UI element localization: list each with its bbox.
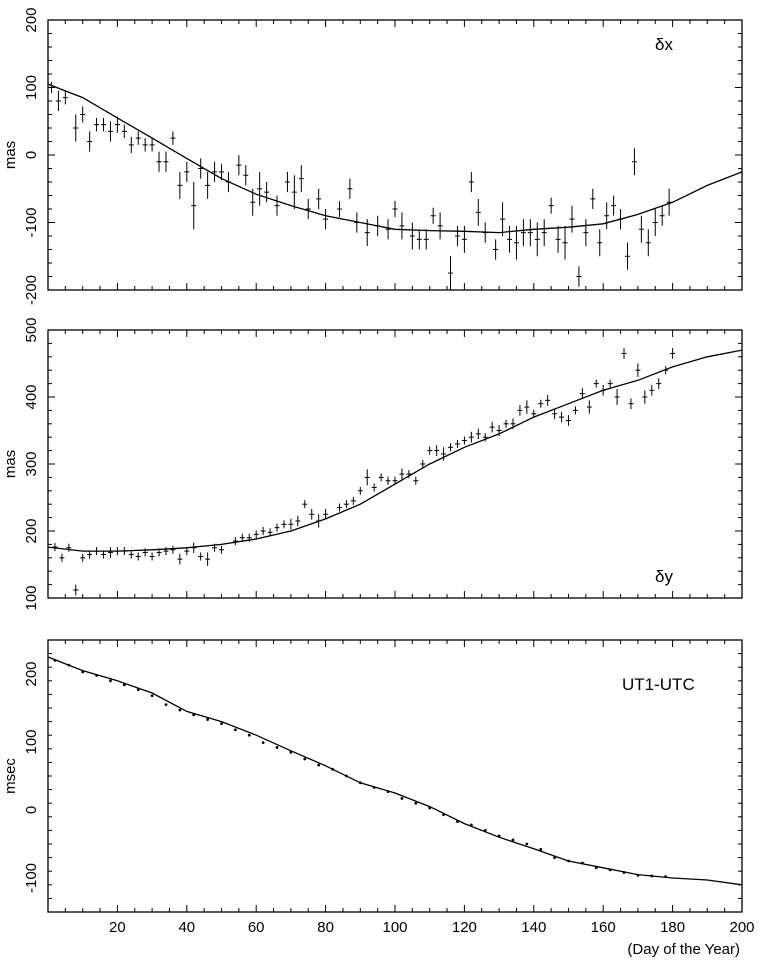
y-tick-label: 100: [23, 75, 40, 100]
data-point: [386, 790, 390, 794]
data-point: [622, 871, 626, 874]
data-point: [275, 746, 279, 749]
data-point: [317, 763, 321, 767]
x-tick-label: 180: [660, 919, 685, 936]
x-axis-label: (Day of the Year): [627, 941, 740, 958]
data-point: [233, 728, 237, 732]
x-tick-label: 160: [591, 919, 616, 936]
x-tick-label: 60: [248, 919, 265, 936]
data-point: [664, 875, 668, 879]
data-point: [636, 873, 640, 877]
data-point: [372, 786, 376, 789]
panel-ut1-utc: -100 0 100 200 20 40 60 80 100 120 140 160 180 200 (Da…: [2, 639, 755, 958]
data-point: [428, 806, 432, 810]
data-point: [150, 694, 154, 698]
x-tick-label: 80: [317, 919, 334, 936]
data-point: [414, 801, 418, 805]
y-tick-label: 300: [23, 451, 40, 476]
data-point: [469, 823, 473, 827]
y-tick-label: 200: [23, 661, 40, 686]
y-tick-label: 0: [23, 151, 40, 159]
data-point: [67, 663, 71, 667]
data-point: [109, 679, 112, 683]
data-point: [345, 774, 348, 778]
x-tick-label: 140: [521, 919, 546, 936]
data-point: [580, 861, 584, 865]
data-point: [539, 848, 543, 851]
data-point: [81, 670, 85, 674]
data-point: [122, 683, 126, 687]
y-tick-label: -200: [23, 275, 40, 305]
x-tick-label: 20: [109, 919, 126, 936]
data-point: [136, 688, 140, 692]
y-axis-label: mas: [2, 450, 19, 478]
data-point: [289, 750, 293, 754]
y-tick-label: 100: [23, 585, 40, 610]
panel-label: δy: [655, 567, 673, 586]
data-point: [442, 813, 445, 817]
y-axis-label: mas: [2, 141, 19, 169]
x-tick-label: 40: [178, 919, 195, 936]
data-point: [164, 703, 168, 706]
data-point: [608, 868, 612, 872]
data-point: [525, 842, 529, 846]
data-point: [511, 838, 515, 842]
data-point: [553, 856, 557, 859]
y-axis-label: msec: [2, 758, 19, 794]
plot-frame: [47, 19, 743, 291]
y-tick-label: 0: [23, 806, 40, 814]
panel-label: δx: [655, 35, 673, 54]
data-point: [456, 820, 459, 823]
y-tick-label: 500: [23, 317, 40, 342]
panel-label: UT1-UTC: [622, 675, 695, 694]
data-point: [206, 718, 210, 721]
y-tick-label: -100: [23, 207, 40, 237]
y-tick-label: 200: [23, 7, 40, 32]
data-point: [220, 722, 223, 726]
data-point: [178, 708, 182, 712]
x-tick-label: 100: [382, 919, 407, 936]
data-point: [358, 781, 362, 785]
model-curve: [47, 83, 743, 234]
data-point: [567, 859, 570, 863]
model-curve: [47, 656, 743, 886]
y-tick-label: 200: [23, 518, 40, 543]
data-point: [303, 757, 307, 761]
data-point: [497, 834, 501, 838]
x-tick-label: 200: [729, 919, 754, 936]
data-point: [483, 829, 487, 832]
data-point: [331, 767, 334, 771]
data-point: [53, 659, 57, 662]
x-tick-label: 120: [452, 919, 477, 936]
data-point: [192, 713, 196, 717]
panel-delta-y: 100 200 300 400 500 mas δy: [2, 317, 743, 611]
data-point: [95, 673, 98, 677]
y-tick-label: 100: [23, 729, 40, 754]
y-tick-label: -100: [23, 863, 40, 893]
panel-delta-x: -200 -100 0 100 200 mas δx: [2, 7, 743, 305]
data-point: [247, 733, 251, 737]
model-curve: [47, 349, 743, 552]
data-point: [261, 741, 265, 745]
y-tick-label: 400: [23, 384, 40, 409]
data-point: [594, 866, 598, 870]
data-point: [650, 874, 654, 878]
data-point: [400, 797, 404, 800]
